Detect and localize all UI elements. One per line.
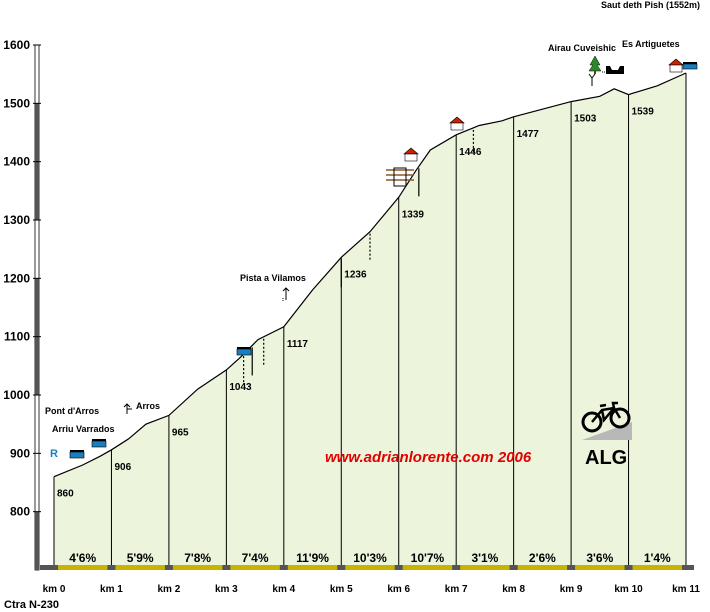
tree-junction-icon: [588, 55, 606, 86]
y-tick-label: 1200: [3, 271, 30, 285]
gradient-band-segment: [575, 565, 625, 570]
gradient-label: 4'6%: [69, 551, 96, 565]
viewpoint-steps-icon: [386, 167, 414, 187]
elevation-label: 1539: [632, 107, 655, 118]
gradient-band-segment: [632, 565, 682, 570]
scale-band-dark: [35, 511, 39, 570]
gradient-band-segment: [230, 565, 280, 570]
gradient-label: 10'7%: [411, 551, 445, 565]
x-tick-label: km 9: [560, 584, 583, 595]
gradient-label: 3'6%: [586, 551, 613, 565]
bridge-icon: [69, 450, 85, 459]
gradient-band-segment: [172, 565, 223, 570]
x-tick-label: km 8: [502, 584, 525, 595]
elevation-label: 1117: [287, 339, 309, 350]
poi-label-pont-darros: Pont d'Arros: [45, 406, 99, 416]
elevation-label: 1236: [344, 269, 367, 280]
gradient-label: 3'1%: [471, 551, 498, 565]
gradient-band-segment: [402, 565, 453, 570]
y-tick-label: 1000: [3, 388, 30, 402]
elevation-label: 860: [57, 489, 74, 500]
gradient-band-segment: [115, 565, 165, 570]
x-tick-label: km 4: [272, 584, 295, 595]
elevation-label: 1339: [402, 209, 425, 220]
gradient-labels: 4'6% 5'9% 7'8% 7'4% 11'9% 10'3% 10'7% 3'1% 2'6% 3…: [69, 551, 671, 565]
poi-label-airau-cuveishic: Airau Cuveishic: [548, 43, 616, 53]
r-marker: R: [50, 448, 58, 460]
poi-label-es-artiguetes: Es Artiguetes: [622, 39, 680, 49]
elevation-label: 1446: [459, 147, 482, 158]
y-tick-label: 1100: [4, 330, 30, 344]
gradient-label: 7'4%: [242, 551, 269, 565]
elevation-label: 1477: [517, 129, 540, 140]
x-tick-label: km 1: [100, 584, 123, 595]
bridge-icon: [682, 62, 698, 70]
junction-arrow-icon: [282, 287, 290, 301]
gradient-band-segment: [58, 565, 108, 570]
y-tick-label: 1500: [3, 96, 30, 110]
poi-label-pista-a-vilamos: Pista a Vilamos: [240, 273, 306, 283]
km-lines: [53, 73, 687, 565]
elevation-label: 1043: [229, 382, 252, 393]
road-label: Ctra N-230: [4, 599, 59, 611]
gradient-label: 5'9%: [127, 551, 154, 565]
gradient-label: 11'9%: [296, 551, 329, 565]
bike-logo: [581, 401, 632, 440]
chart-title: Saut deth Pish (1552m): [601, 0, 700, 10]
brand-logo: ALG: [585, 447, 627, 469]
side-road-markers: [243, 129, 475, 385]
gradient-band-segment: [460, 565, 510, 570]
y-tick-label: 1300: [3, 213, 30, 227]
profile-line: [53, 72, 687, 478]
x-tick-label: km 3: [215, 584, 238, 595]
x-tick-label: km 6: [387, 584, 410, 595]
x-tick-label: km 11: [672, 584, 700, 595]
house-icon: [403, 147, 419, 162]
x-tick-label: km 2: [158, 584, 181, 595]
y-tick-label: 900: [10, 446, 30, 460]
gradient-label: 10'3%: [353, 551, 387, 565]
tunnel-icon: [606, 66, 624, 74]
credit-text: www.adrianlorente.com 2006: [325, 449, 532, 466]
x-tick-label: km 5: [330, 584, 353, 595]
altitude-scale-bar: [34, 44, 40, 571]
x-tick-label: km 7: [445, 584, 468, 595]
elevation-label: 906: [114, 462, 131, 473]
elevation-labels: 860 906 965 1043 1117 1236 1339 1446 1477 1503 153…: [57, 107, 654, 500]
y-axis-ticks: 800 900 1000 1100 1200 1300 1400 1500 1600: [3, 38, 41, 519]
elevation-label: 965: [172, 427, 189, 438]
profile-area: [54, 73, 686, 565]
y-tick-label: 1400: [3, 155, 30, 169]
gradient-band-segment: [517, 565, 568, 570]
gradient-label: 1'4%: [644, 551, 671, 565]
x-tick-label: km 10: [614, 584, 643, 595]
elevation-label: 1503: [574, 114, 597, 125]
house-icon: [449, 116, 465, 131]
poi-label-arriu-varrados: Arriu Varrados: [52, 424, 115, 434]
gradient-band: [40, 565, 694, 570]
bridge-icon: [91, 439, 107, 448]
x-axis-ticks: km 0 km 1 km 2 km 3 km 4 km 5 km 6 km 7 km 8 km 9…: [43, 584, 701, 595]
house-icon: [668, 58, 684, 73]
y-tick-label: 1600: [3, 38, 30, 52]
y-tick-label: 800: [10, 505, 30, 519]
gradient-label: 7'8%: [184, 551, 211, 565]
poi-label-arros: Arros: [136, 401, 160, 411]
x-tick-label: km 0: [43, 584, 66, 595]
gradient-band-segment: [345, 565, 395, 570]
gradient-label: 2'6%: [529, 551, 556, 565]
poi-layer: Pont d'Arros Arriu Varrados Arros Pista …: [45, 39, 698, 460]
junction-arrow-icon: [123, 403, 132, 414]
gradient-band-segment: [287, 565, 338, 570]
bridge-icon: [236, 347, 252, 356]
